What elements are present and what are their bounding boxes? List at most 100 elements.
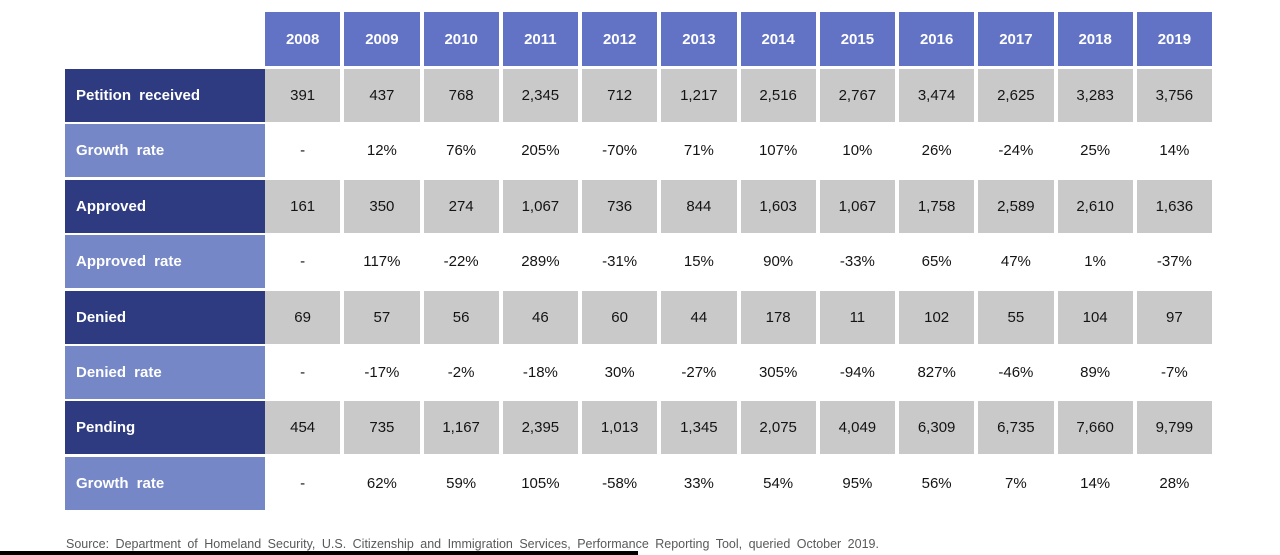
table-cell: 54%	[736, 456, 816, 510]
header-label-spacer	[65, 12, 265, 66]
table-row: Pending 454 735 1,167 2,395 1,013 1,345 2,075 4,…	[65, 401, 1212, 455]
table-cell: 289%	[498, 235, 578, 289]
year-header-cells: 2008 2009 2010 2011 2012 2013 2014 2015 2016 2017…	[265, 12, 1212, 66]
table-cell: 2,610	[1053, 179, 1133, 233]
table-cell: 1%	[1053, 235, 1133, 289]
table-cell: -18%	[498, 345, 578, 399]
table-cell: 1,013	[578, 401, 658, 455]
table-cell: 437	[340, 69, 420, 122]
table-cell: 25%	[1053, 124, 1133, 178]
table-cell: 2,767	[815, 69, 895, 122]
table-cell: 2,589	[974, 179, 1054, 233]
table-cell: -94%	[815, 345, 895, 399]
table-cell: 4,049	[815, 401, 895, 455]
table-cell: -17%	[340, 345, 420, 399]
year-header-cell: 2011	[498, 12, 578, 66]
table-row: Denied rate - -17% -2% -18% 30% -27% 305% -94% 82…	[65, 345, 1212, 399]
table-cell: 104	[1053, 290, 1133, 344]
table-cell: 62%	[340, 456, 420, 510]
table-cell: 76%	[419, 124, 499, 178]
table-cell: 44	[657, 290, 737, 344]
table-cell: 7%	[974, 456, 1054, 510]
table-cell: 107%	[736, 124, 816, 178]
table-cell: 844	[657, 179, 737, 233]
table-cell: 1,067	[498, 179, 578, 233]
table-cell: 1,167	[419, 401, 499, 455]
table-cell: 6,309	[895, 401, 975, 455]
table-cell: 3,474	[895, 69, 975, 122]
table-cell: 712	[578, 69, 658, 122]
year-header-cell: 2012	[578, 12, 658, 66]
table-cell: 26%	[895, 124, 975, 178]
table-row: Approved 161 350 274 1,067 736 844 1,603 1,067 1,…	[65, 179, 1212, 233]
table-cell: 827%	[895, 345, 975, 399]
row-label: Approved rate	[65, 235, 265, 289]
table-cell: 105%	[498, 456, 578, 510]
table-cell: 65%	[895, 235, 975, 289]
table-cell: 1,636	[1132, 179, 1212, 233]
table-cell: 6,735	[974, 401, 1054, 455]
table-cell: 3,283	[1053, 69, 1133, 122]
row-cells: 454 735 1,167 2,395 1,013 1,345 2,075 4,049 6,30…	[265, 401, 1212, 455]
petitions-by-year-table: 2008 2009 2010 2011 2012 2013 2014 2015 2016 2017…	[65, 12, 1212, 512]
table-cell: 71%	[657, 124, 737, 178]
table-cell: 274	[419, 179, 499, 233]
row-label: Growth rate	[65, 124, 265, 178]
bottom-edge-bar	[0, 551, 638, 555]
row-cells: -117% -22% 289% -31% 15% 90% -33% 65% 47% 1% -37%	[265, 235, 1212, 289]
table-cell: 56	[419, 290, 499, 344]
year-header-cell: 2015	[815, 12, 895, 66]
table-cell: 89%	[1053, 345, 1133, 399]
table-cell: 46	[498, 290, 578, 344]
table-cell: 2,625	[974, 69, 1054, 122]
table-cell: 57	[340, 290, 420, 344]
row-label: Pending	[65, 401, 265, 455]
table-header-row: 2008 2009 2010 2011 2012 2013 2014 2015 2016 2017…	[65, 12, 1212, 66]
table-cell: 33%	[657, 456, 737, 510]
row-cells: -62% 59% 105% -58% 33% 54% 95% 56% 7% 14% 28%	[265, 456, 1212, 510]
row-cells: 391 437 768 2,345 712 1,217 2,516 2,767 3,474 2,6…	[265, 69, 1212, 122]
table-cell: 15%	[657, 235, 737, 289]
table-cell: 178	[736, 290, 816, 344]
table-cell: 28%	[1132, 456, 1212, 510]
table-row: Approved rate -117% -22% 289% -31% 15% 90% -33%…	[65, 235, 1212, 289]
table-cell: 11	[815, 290, 895, 344]
year-header-cell: 2008	[265, 12, 341, 66]
table-cell: 47%	[974, 235, 1054, 289]
table-cell: -	[265, 456, 341, 510]
table-cell: 1,217	[657, 69, 737, 122]
table-cell: 90%	[736, 235, 816, 289]
table-cell: 1,603	[736, 179, 816, 233]
table-cell: 305%	[736, 345, 816, 399]
table-cell: -58%	[578, 456, 658, 510]
table-cell: -2%	[419, 345, 499, 399]
table-cell: 14%	[1053, 456, 1133, 510]
year-header-cell: 2017	[974, 12, 1054, 66]
source-note: Source: Department of Homeland Security,…	[66, 537, 879, 551]
table-cell: 60	[578, 290, 658, 344]
table-cell: 1,345	[657, 401, 737, 455]
year-header-cell: 2009	[340, 12, 420, 66]
row-label: Approved	[65, 179, 265, 233]
table-cell: -22%	[419, 235, 499, 289]
table-cell: 1,067	[815, 179, 895, 233]
table-cell: 9,799	[1132, 401, 1212, 455]
table-cell: 30%	[578, 345, 658, 399]
table-cell: 3,756	[1132, 69, 1212, 122]
table-row: Growth rate -12% 76% 205% -70% 71% 107% 10% 26% -…	[65, 124, 1212, 178]
row-label: Growth rate	[65, 456, 265, 510]
table-cell: 69	[265, 290, 341, 344]
table-cell: -46%	[974, 345, 1054, 399]
table-cell: 95%	[815, 456, 895, 510]
table-cell: 768	[419, 69, 499, 122]
row-label: Petition received	[65, 69, 265, 122]
table-cell: -27%	[657, 345, 737, 399]
table-cell: -37%	[1132, 235, 1212, 289]
year-header-cell: 2014	[736, 12, 816, 66]
table-cell: 59%	[419, 456, 499, 510]
row-cells: - -17% -2% -18% 30% -27% 305% -94% 827% -46% 89% -7…	[265, 345, 1212, 399]
row-cells: 161 350 274 1,067 736 844 1,603 1,067 1,758 2,589…	[265, 179, 1212, 233]
table-cell: -33%	[815, 235, 895, 289]
table-cell: -	[265, 345, 341, 399]
table-cell: 117%	[340, 235, 420, 289]
